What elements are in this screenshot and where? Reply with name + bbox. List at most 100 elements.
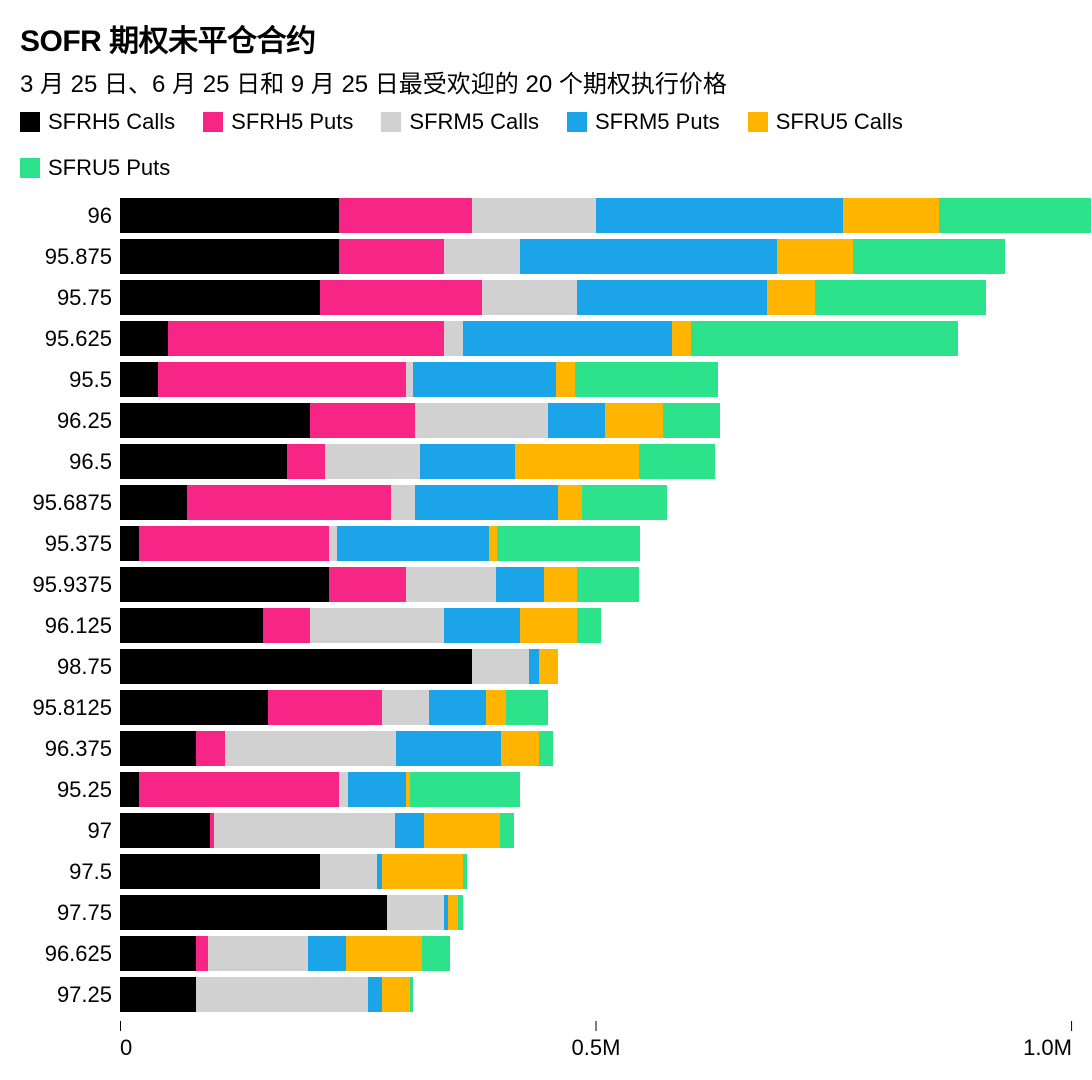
bar-segment (339, 198, 472, 233)
bar-segment (120, 526, 139, 561)
bar-segment (187, 485, 392, 520)
bar-segment (346, 936, 422, 971)
bar-segment (168, 321, 444, 356)
x-axis-tick-label: 0.5M (572, 1035, 621, 1061)
bar-segment (196, 977, 367, 1012)
y-axis-label: 96.5 (20, 449, 120, 475)
bar-segment (577, 567, 639, 602)
x-axis-tick-label: 1.0M (1023, 1035, 1072, 1061)
bar-segment (196, 731, 225, 766)
bar-segment (448, 895, 458, 930)
bar-segment (410, 772, 519, 807)
bar-row: 95.6875 (20, 482, 1072, 523)
bar-segment (472, 198, 596, 233)
bar-segment (463, 321, 672, 356)
bar-segment (506, 690, 549, 725)
bar-segment (429, 690, 486, 725)
bar-segment (120, 936, 196, 971)
y-axis-label: 95.8125 (20, 695, 120, 721)
bar-segment (482, 280, 577, 315)
legend-label: SFRH5 Puts (231, 109, 353, 135)
bar-segment (577, 280, 767, 315)
bar-row: 95.8125 (20, 687, 1072, 728)
bar-segment (777, 239, 853, 274)
x-axis: 0 0.5M 1.0M (20, 1021, 1072, 1061)
y-axis-label: 96.625 (20, 941, 120, 967)
bar-row: 97 (20, 810, 1072, 851)
bar-segment (120, 813, 210, 848)
bar-segment (310, 608, 443, 643)
bar-segment (139, 526, 329, 561)
bar-segment (853, 239, 1005, 274)
bar-segment (320, 854, 377, 889)
legend-label: SFRM5 Puts (595, 109, 720, 135)
x-axis-tick: 0.5M (572, 1021, 621, 1061)
bar-row: 96.25 (20, 400, 1072, 441)
legend-label: SFRU5 Puts (48, 155, 170, 181)
bar-segment (444, 239, 520, 274)
bar-row: 95.9375 (20, 564, 1072, 605)
bar-row: 97.5 (20, 851, 1072, 892)
bar-segment (556, 362, 575, 397)
bar-segment (395, 813, 424, 848)
bar-segment (120, 321, 168, 356)
bar-segment (368, 977, 382, 1012)
y-axis-label: 95.6875 (20, 490, 120, 516)
bar-segment (463, 854, 468, 889)
bar-segment (382, 690, 430, 725)
bar-row: 95.25 (20, 769, 1072, 810)
y-axis-label: 95.25 (20, 777, 120, 803)
y-axis-label: 96.125 (20, 613, 120, 639)
x-axis-tick: 1.0M (1023, 1021, 1072, 1061)
bar-segment (214, 813, 395, 848)
y-axis-label: 95.625 (20, 326, 120, 352)
bar-segment (577, 608, 601, 643)
legend-item: SFRH5 Calls (20, 109, 175, 135)
bar-segment (501, 731, 539, 766)
bar-segment (120, 608, 263, 643)
y-axis-label: 96.375 (20, 736, 120, 762)
bar-segment (406, 567, 496, 602)
y-axis-label: 98.75 (20, 654, 120, 680)
bar-segment (520, 239, 777, 274)
legend-item: SFRM5 Calls (381, 109, 539, 135)
bar-segment (225, 731, 396, 766)
bar-segment (120, 362, 158, 397)
bar-row: 97.75 (20, 892, 1072, 933)
y-axis-label: 97.5 (20, 859, 120, 885)
bar-segment (486, 690, 505, 725)
legend-item: SFRU5 Puts (20, 155, 170, 181)
legend-swatch (203, 112, 223, 132)
y-axis-label: 95.5 (20, 367, 120, 393)
bar-segment (120, 239, 339, 274)
legend-swatch (20, 158, 40, 178)
legend-item: SFRM5 Puts (567, 109, 720, 135)
y-axis-label: 95.375 (20, 531, 120, 557)
y-axis-label: 95.9375 (20, 572, 120, 598)
bar-segment (529, 649, 539, 684)
bar-segment (120, 731, 196, 766)
legend-label: SFRH5 Calls (48, 109, 175, 135)
bar-segment (539, 731, 553, 766)
bar-segment (120, 977, 196, 1012)
bar-segment (413, 362, 556, 397)
bar-segment (120, 895, 387, 930)
legend-item: SFRU5 Calls (748, 109, 903, 135)
bar-segment (196, 936, 207, 971)
bar-row: 95.875 (20, 236, 1072, 277)
bar-segment (120, 280, 320, 315)
bar-segment (339, 239, 444, 274)
bar-row: 96 (20, 195, 1072, 236)
bar-segment (691, 321, 958, 356)
legend-swatch (20, 112, 40, 132)
bar-segment (263, 608, 311, 643)
y-axis-label: 96.25 (20, 408, 120, 434)
y-axis-label: 97.75 (20, 900, 120, 926)
bar-segment (672, 321, 691, 356)
bar-segment (410, 977, 413, 1012)
x-axis-tick: 0 (120, 1021, 132, 1061)
bar-segment (500, 813, 514, 848)
bar-segment (391, 485, 415, 520)
bar-segment (320, 280, 482, 315)
bar-segment (420, 444, 515, 479)
